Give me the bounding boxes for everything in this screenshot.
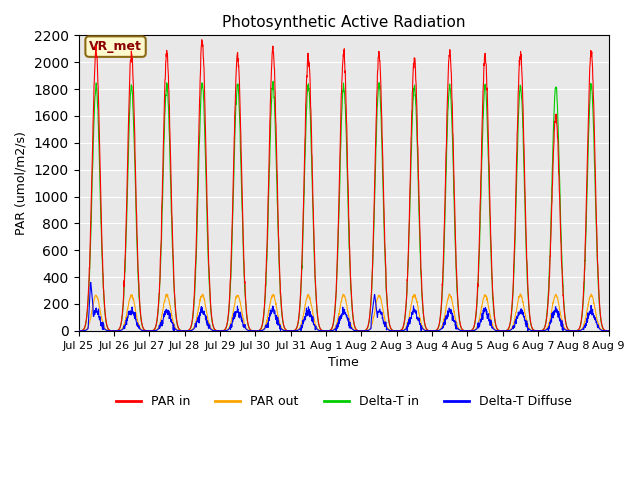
X-axis label: Time: Time bbox=[328, 356, 359, 369]
Legend: PAR in, PAR out, Delta-T in, Delta-T Diffuse: PAR in, PAR out, Delta-T in, Delta-T Dif… bbox=[111, 390, 577, 413]
Y-axis label: PAR (umol/m2/s): PAR (umol/m2/s) bbox=[15, 131, 28, 235]
Title: Photosynthetic Active Radiation: Photosynthetic Active Radiation bbox=[222, 15, 465, 30]
Text: VR_met: VR_met bbox=[89, 40, 142, 53]
